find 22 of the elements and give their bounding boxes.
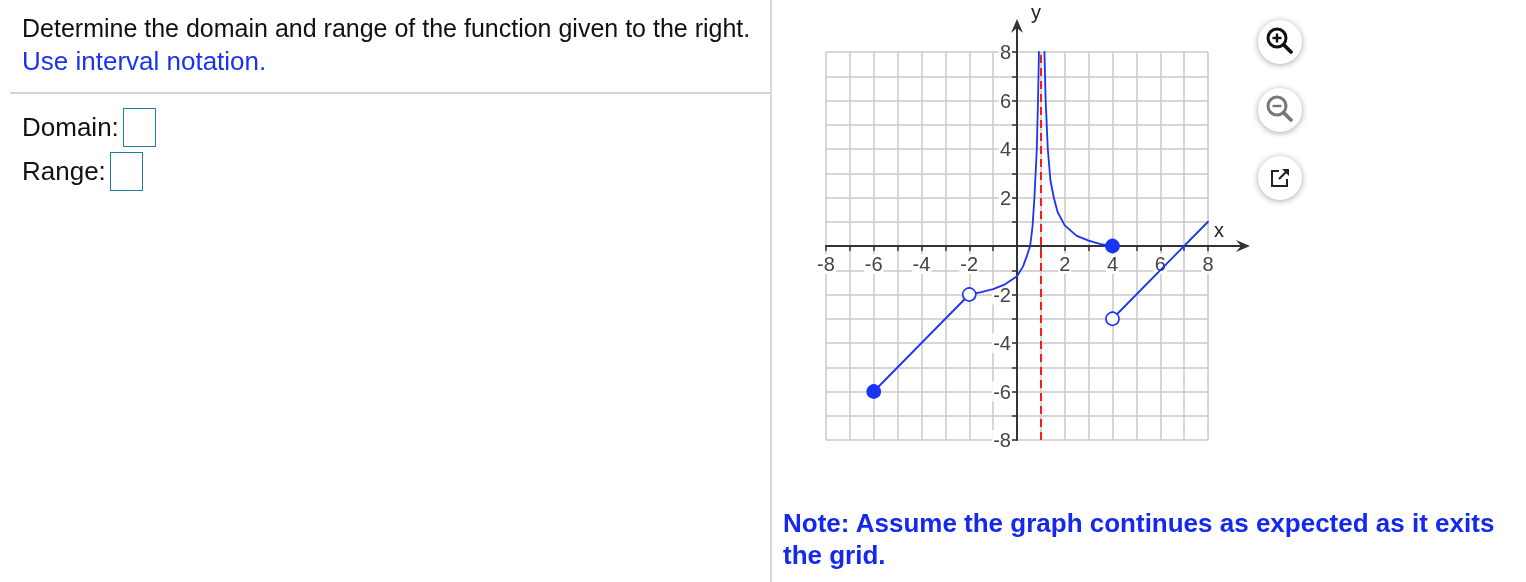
y-tick-label: -4 (993, 332, 1011, 354)
x-tick-label: -2 (960, 253, 979, 275)
x-tick-label: 4 (1106, 253, 1119, 275)
text: Determine the domain and range of the function given to the right. (22, 13, 751, 44)
text: Note: Assume the graph continues as expected as it exits the grid. (783, 507, 1496, 571)
y-tick-label: -6 (993, 380, 1011, 403)
y-tick-label: 6 (999, 89, 1011, 112)
x-tick-label: -6 (864, 253, 883, 275)
x-tick-label: 2 (1059, 253, 1071, 275)
y-tick-label: -2 (993, 283, 1011, 306)
text: Range: (22, 155, 106, 188)
text: Use interval notation. (22, 45, 267, 78)
x-tick-label: -4 (912, 253, 931, 275)
x-tick-label: -8 (817, 253, 835, 275)
y-tick-label: 2 (999, 186, 1011, 209)
x-axis-title: x (1214, 219, 1224, 241)
x-tick-label: 8 (1202, 253, 1214, 275)
y-axis-title: y (1031, 1, 1041, 23)
y-tick-label: 4 (999, 138, 1011, 160)
y-tick-label: -8 (993, 429, 1011, 451)
y-tick-label: 8 (999, 41, 1011, 63)
text: Domain: (22, 111, 119, 144)
